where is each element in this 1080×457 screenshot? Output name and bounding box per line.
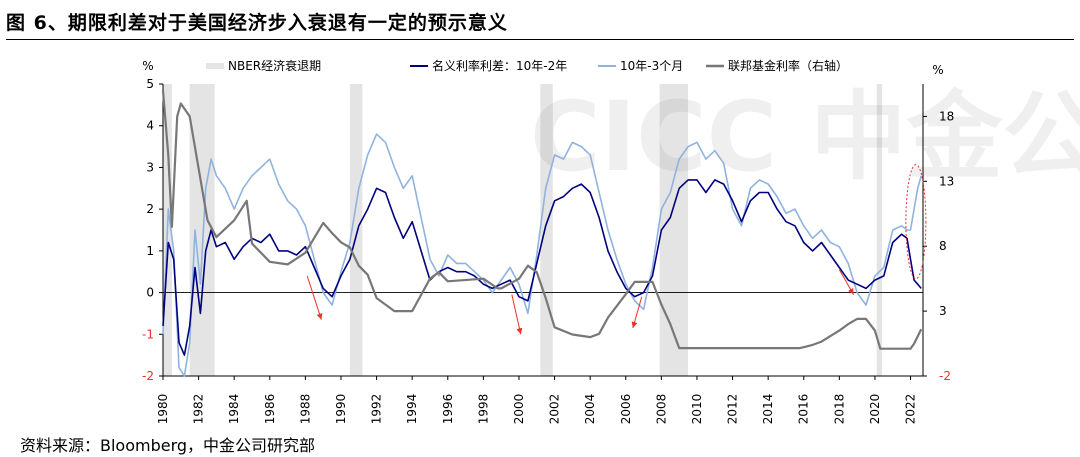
left-axis-unit: % xyxy=(142,59,153,73)
x-tick-label: 2014 xyxy=(761,394,775,425)
watermark-text: CICC 中金公司 xyxy=(530,81,1080,193)
right-tick-label: -2 xyxy=(939,369,951,383)
x-tick-label: 1998 xyxy=(476,394,490,425)
right-tick-label: 18 xyxy=(939,109,954,123)
x-tick-label: 1984 xyxy=(227,394,241,425)
right-axis-unit: % xyxy=(932,63,943,77)
x-tick-label: 2022 xyxy=(904,394,918,425)
left-tick-label: 5 xyxy=(146,77,154,91)
x-tick-label: 1988 xyxy=(298,394,312,425)
legend-label-1: 名义利率利差：10年-2年 xyxy=(432,58,567,73)
recession-band-3 xyxy=(540,84,553,376)
watermark: CICC 中金公司 xyxy=(530,81,1080,193)
legend-label-3: 联邦基金利率（右轴） xyxy=(728,58,848,73)
series-lines xyxy=(161,90,923,377)
recession-band-2 xyxy=(349,84,363,376)
recession-band-4 xyxy=(659,84,689,376)
left-tick-label: 2 xyxy=(146,202,154,216)
right-tick-label: 13 xyxy=(939,174,954,188)
legend-label-0: NBER经济衰退期 xyxy=(228,58,321,73)
left-tick-label: 1 xyxy=(146,244,154,258)
annotation-arrow-0 xyxy=(306,275,323,320)
x-tick-label: 2018 xyxy=(832,394,846,425)
x-tick-label: 2010 xyxy=(690,394,704,425)
figure-source: 资料来源：Bloomberg，中金公司研究部 xyxy=(20,436,316,455)
legend: NBER经济衰退期 名义利率利差：10年-2年 10年-3个月 联邦基金利率（右轴） xyxy=(206,58,848,73)
recession-band-5 xyxy=(876,84,883,376)
series-line-1 xyxy=(162,133,922,377)
left-tick-label: 0 xyxy=(146,286,154,300)
x-tick-label: 2000 xyxy=(512,394,526,425)
legend-label-2: 10年-3个月 xyxy=(620,59,683,73)
x-tick-label: 2004 xyxy=(583,394,597,425)
annotation-arrow-3 xyxy=(838,269,855,295)
x-tick-label: 1990 xyxy=(334,394,348,425)
right-tick-label: 3 xyxy=(939,304,947,318)
right-tick-label: 8 xyxy=(939,239,947,253)
annotation-arrow-1 xyxy=(511,294,523,335)
annotation-arrow-2 xyxy=(631,296,643,329)
series-line-0 xyxy=(162,179,922,356)
axes: -2 -1 0 1 2 3 4 5% -2 3 8 13 18% 1980 1982 1984 1986 1988… xyxy=(142,59,954,424)
x-tick-label: 1992 xyxy=(370,394,384,425)
x-tick-label: 2012 xyxy=(726,394,740,425)
figure-title: 图 6、期限利差对于美国经济步入衰退有一定的预示意义 xyxy=(6,12,508,34)
annotations xyxy=(306,164,927,335)
series-line-2 xyxy=(161,90,923,350)
left-tick-label: 4 xyxy=(146,119,154,133)
title-rule xyxy=(6,39,1074,40)
x-tick-label: 2002 xyxy=(548,394,562,425)
left-tick-label: -2 xyxy=(142,369,154,383)
x-tick-label: 2016 xyxy=(797,394,811,425)
left-tick-label: 3 xyxy=(146,160,154,174)
x-tick-label: 1996 xyxy=(441,394,455,425)
x-tick-label: 2020 xyxy=(868,394,882,425)
x-tick-label: 1980 xyxy=(156,394,170,425)
x-tick-label: 2008 xyxy=(654,394,668,425)
x-tick-label: 1986 xyxy=(263,394,277,425)
x-tick-label: 1994 xyxy=(405,394,419,425)
left-tick-label: -1 xyxy=(142,327,154,341)
x-tick-label: 1982 xyxy=(192,394,206,425)
x-tick-label: 2006 xyxy=(619,394,633,425)
annotation-ellipse xyxy=(905,164,927,280)
